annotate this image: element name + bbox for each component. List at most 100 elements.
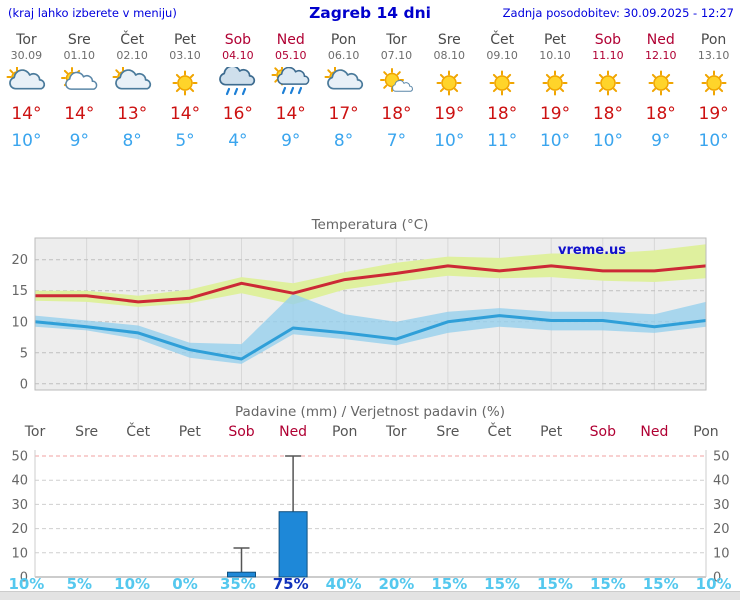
precip-bar [227, 571, 256, 578]
day-name: Sre [437, 32, 461, 48]
day-name: Ned [276, 32, 305, 48]
day-column[interactable]: Sob 04.10 16° 4° [211, 32, 264, 151]
precip-probability: 10% [696, 575, 732, 593]
precip-y-tick-left: 20 [11, 522, 28, 537]
precip-probability: 15% [431, 575, 467, 593]
temp-y-tick: 10 [11, 315, 28, 330]
day-column[interactable]: Tor 07.10 18° 7° [370, 32, 423, 151]
rain-icon [211, 65, 264, 101]
sunny-icon [423, 67, 476, 101]
last-updated: Zadnja posodobitev: 30.09.2025 - 12:27 [502, 6, 734, 20]
day-date: 09.10 [486, 49, 518, 62]
partly-cloudy-icon [53, 67, 106, 101]
day-date: 05.10 [274, 49, 307, 62]
day-high-temp: 14° [275, 104, 306, 124]
day-low-temp: 10° [539, 131, 571, 151]
day-column[interactable]: Tor 30.09 14° 10° [0, 32, 53, 151]
precip-bar [278, 511, 308, 578]
day-column[interactable]: Čet 02.10 13° 8° [106, 32, 159, 151]
precip-y-tick-right: 40 [713, 474, 730, 489]
temperature-chart-title: Temperatura (°C) [311, 217, 429, 233]
precip-y-tick-left: 0 [20, 571, 28, 586]
precip-probability: 20% [378, 575, 414, 593]
day-low-temp: 10° [592, 131, 623, 151]
day-low-temp: 9° [281, 131, 301, 151]
day-column[interactable]: Čet 09.10 18° 11° [476, 32, 529, 151]
precip-day-label: Pet [540, 424, 563, 440]
sunny-icon [581, 67, 634, 101]
day-date: 02.10 [116, 49, 148, 62]
precip-day-label: Sob [228, 424, 254, 440]
day-name: Čet [490, 32, 515, 48]
day-low-temp: 4° [228, 131, 248, 151]
precip-probability: 5% [67, 575, 92, 593]
precip-probability: 15% [590, 575, 626, 593]
day-date: 10.10 [539, 49, 571, 62]
day-high-temp: 18° [487, 104, 518, 124]
menu-hint[interactable]: (kraj lahko izberete v meniju) [8, 6, 177, 20]
day-column[interactable]: Pon 13.10 19° 10° [687, 32, 740, 151]
day-high-temp: 18° [645, 104, 676, 124]
day-date: 03.10 [169, 49, 201, 62]
max-temp-line [35, 264, 707, 304]
sunny-icon [687, 67, 740, 101]
day-high-temp: 17° [328, 104, 359, 124]
mostly-cloudy-icon [106, 66, 159, 101]
day-date: 11.10 [592, 49, 624, 62]
day-column[interactable]: Ned 12.10 18° 9° [634, 32, 687, 151]
day-column[interactable]: Sre 01.10 14° 9° [53, 32, 106, 151]
day-date: 06.10 [327, 49, 360, 62]
precip-y-tick-right: 10 [713, 546, 730, 561]
day-low-temp: 8° [333, 131, 354, 151]
day-high-temp: 14° [64, 104, 95, 124]
temperature-chart: 0 5 10 15 20 vreme.us [11, 237, 707, 392]
watermark[interactable]: vreme.us [558, 243, 626, 258]
sunny-icon [529, 67, 582, 101]
page-title: Zagreb 14 dni [309, 4, 431, 22]
precip-probability: 0% [172, 575, 197, 593]
day-date: 08.10 [433, 49, 466, 62]
mostly-sunny-icon [370, 67, 423, 101]
precip-day-label: Sob [590, 424, 616, 440]
day-name: Pet [544, 32, 567, 48]
day-column[interactable]: Pet 03.10 14° 5° [159, 32, 212, 151]
day-low-temp: 10° [698, 131, 729, 151]
day-column[interactable]: Pet 10.10 19° 10° [529, 32, 582, 151]
day-low-temp: 11° [487, 131, 518, 151]
sunny-icon [476, 67, 529, 101]
precip-y-tick-right: 0 [713, 571, 721, 586]
day-high-temp: 16° [222, 104, 253, 124]
precip-probability: 75% [273, 575, 309, 593]
day-high-temp: 18° [592, 104, 623, 124]
day-high-temp: 14° [169, 104, 201, 124]
day-high-temp: 19° [434, 104, 465, 124]
precip-y-tick-left: 50 [11, 450, 28, 465]
day-name: Čet [120, 32, 145, 48]
mostly-cloudy-icon [317, 66, 370, 101]
day-low-temp: 7° [386, 131, 407, 151]
day-low-temp: 9° [69, 131, 89, 151]
precip-y-tick-right: 20 [713, 522, 730, 537]
day-name: Tor [16, 32, 37, 48]
precip-day-label: Čet [126, 422, 150, 440]
precip-day-label: Sre [436, 424, 459, 440]
precip-y-tick-right: 50 [713, 450, 730, 465]
day-low-temp: 5° [175, 131, 195, 151]
day-high-temp: 18° [381, 104, 412, 124]
precip-y-tick-left: 30 [11, 498, 28, 513]
sunny-icon [634, 67, 687, 101]
day-name: Tor [386, 32, 407, 48]
day-column[interactable]: Ned 05.10 14° 9° [264, 32, 317, 151]
day-column[interactable]: Pon 06.10 17° 8° [317, 32, 370, 151]
precip-day-label: Sre [75, 424, 98, 440]
day-name: Sob [594, 32, 622, 48]
day-high-temp: 13° [117, 104, 148, 124]
day-column[interactable]: Sre 08.10 19° 10° [423, 32, 476, 151]
day-high-temp: 19° [539, 104, 571, 124]
precip-probability: 15% [484, 575, 520, 593]
footer-bar [0, 591, 740, 600]
day-date: 12.10 [644, 49, 677, 62]
day-column[interactable]: Sob 11.10 18° 10° [581, 32, 634, 151]
temp-y-tick: 0 [20, 377, 28, 392]
min-temp-line [34, 314, 707, 361]
